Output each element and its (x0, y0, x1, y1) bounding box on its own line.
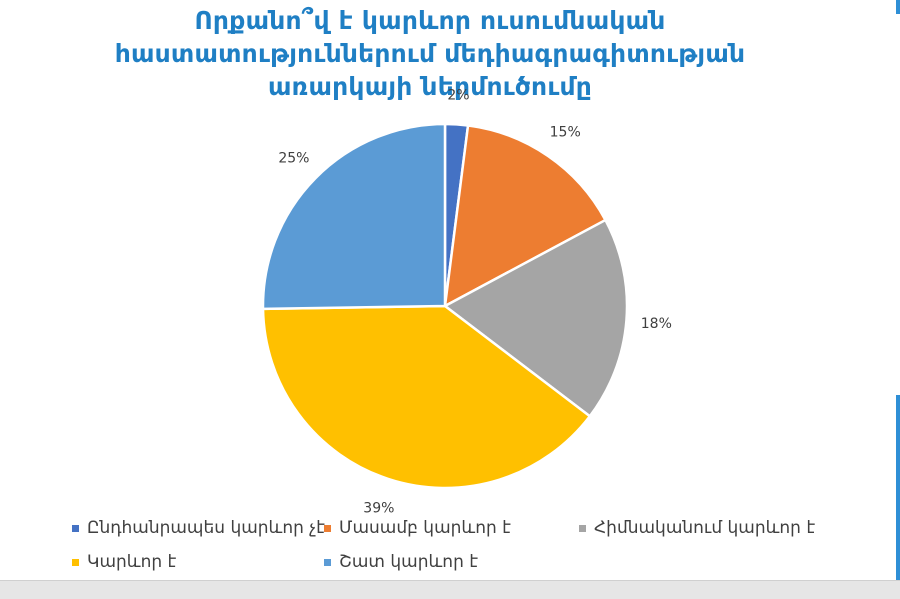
legend-item-2: Մասամբ կարևոր է (324, 518, 511, 538)
data-label-3: 18% (641, 316, 672, 332)
legend-swatch-3 (579, 524, 586, 532)
data-label-2: 15% (550, 124, 581, 140)
legend-label-1: Ընդհանրապես կարևոր չէ (87, 518, 325, 538)
legend-swatch-5 (324, 558, 331, 566)
pie-slice-5 (261, 122, 447, 311)
pie-slice-3 (443, 218, 629, 418)
pie-slice-2 (443, 124, 607, 308)
chart-title-line-2: հաստատություններում մեդիագրագիտության (114, 39, 746, 68)
legend-swatch-4 (72, 558, 79, 566)
legend-label-5: Շատ կարևոր է (339, 552, 478, 572)
slide-edge-accent-top (896, 0, 900, 14)
pie-slice-4 (261, 304, 592, 490)
chart-legend: Ընդհանրապես կարևոր չէ Մասամբ կարևոր է Հի… (72, 518, 872, 578)
legend-item-5: Շատ կարևոր է (324, 552, 478, 572)
chart-title-line-1: Որքանո՞վ է կարևոր ուսումնական (194, 6, 666, 35)
data-label-1: 2% (447, 87, 469, 103)
data-label-5: 25% (278, 150, 309, 166)
legend-item-4: Կարևոր է (72, 552, 176, 572)
slide-edge-accent-bottom (896, 395, 900, 581)
chart-title-line-3: առարկայի ներմուծումը (268, 72, 592, 101)
legend-item-1: Ընդհանրապես կարևոր չէ (72, 518, 325, 538)
bottom-band (0, 580, 900, 599)
legend-label-3: Հիմնականում կարևոր է (594, 518, 816, 538)
legend-swatch-2 (324, 524, 331, 532)
legend-swatch-1 (72, 524, 79, 532)
legend-item-3: Հիմնականում կարևոր է (579, 518, 815, 538)
data-label-4: 39% (363, 500, 394, 516)
legend-label-2: Մասամբ կարևոր է (339, 518, 511, 538)
chart-title: Որքանո՞վ է կարևոր ուսումնական հաստատությ… (40, 4, 820, 103)
legend-label-4: Կարևոր է (87, 552, 177, 572)
